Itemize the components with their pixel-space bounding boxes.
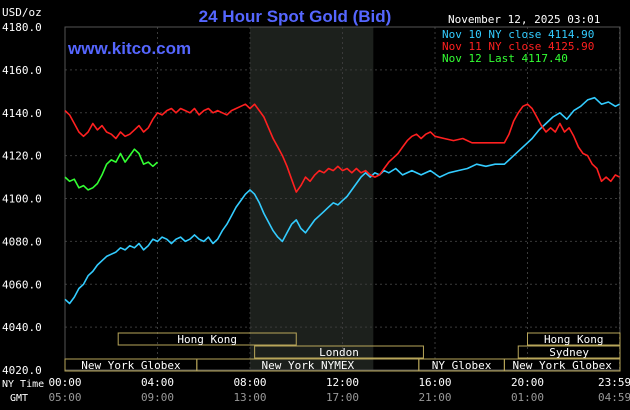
gmt-tick-label: 21:00	[418, 391, 451, 404]
y-unit-label: USD/oz	[2, 6, 42, 19]
y-tick-label: 4140.0	[2, 107, 42, 120]
session-label: London	[319, 346, 359, 359]
session-label: NY Globex	[432, 359, 492, 372]
session-label: Sydney	[549, 346, 589, 359]
y-tick-label: 4040.0	[2, 321, 42, 334]
session-box	[254, 345, 424, 359]
y-tick-label: 4060.0	[2, 278, 42, 291]
gmt-tick-label: 04:59	[598, 391, 630, 404]
session-box	[503, 358, 621, 372]
y-tick-label: 4120.0	[2, 150, 42, 163]
x-tick-label: 16:00	[418, 376, 451, 389]
y-tick-label: 4100.0	[2, 193, 42, 206]
session-label: New York NYMEX	[261, 359, 354, 372]
x-tick-label: 20:00	[511, 376, 544, 389]
session-box	[527, 332, 621, 346]
x-axis-name-gmt: GMT	[10, 393, 28, 404]
legend: Nov 10 NY close 4114.90 Nov 11 NY close …	[442, 28, 594, 65]
y-tick-label: 4180.0	[2, 21, 42, 34]
gmt-tick-label: 05:00	[48, 391, 81, 404]
session-box	[517, 345, 621, 359]
session-label: New York Globex	[513, 359, 613, 372]
legend-entry-nov12: Nov 12 Last 4117.40	[442, 52, 568, 65]
x-tick-label: 08:00	[233, 376, 266, 389]
gmt-tick-label: 13:00	[233, 391, 266, 404]
date-label: November 12, 2025 03:01	[448, 13, 600, 26]
session-label: New York Globex	[81, 359, 181, 372]
plot-frame	[64, 26, 621, 371]
grid-layer	[64, 26, 621, 371]
session-label: Hong Kong	[544, 333, 604, 346]
series-line-nov-11	[64, 103, 620, 193]
x-tick-label: 00:00	[48, 376, 81, 389]
gmt-tick-label: 01:00	[511, 391, 544, 404]
y-tick-label: 4160.0	[2, 64, 42, 77]
legend-entry-nov11: Nov 11 NY close 4125.90	[442, 40, 594, 53]
gmt-tick-label: 09:00	[141, 391, 174, 404]
x-tick-label: 23:59	[598, 376, 630, 389]
chart-title: 24 Hour Spot Gold (Bid)	[199, 7, 392, 26]
session-label: Hong Kong	[177, 333, 237, 346]
series-line-nov-12	[64, 148, 159, 191]
site-label: www.kitco.com	[67, 39, 191, 58]
gmt-tick-label: 17:00	[326, 391, 359, 404]
series-layer	[64, 96, 620, 305]
x-tick-label: 04:00	[141, 376, 174, 389]
session-box	[117, 332, 297, 346]
y-tick-label: 4080.0	[2, 235, 42, 248]
y-tick-label: 4020.0	[2, 364, 42, 377]
x-tick-label: 12:00	[326, 376, 359, 389]
legend-entry-nov10: Nov 10 NY close 4114.90	[442, 28, 594, 41]
x-axis-name-ny: NY Time	[2, 379, 44, 390]
series-line-nov-10	[64, 96, 620, 305]
axis-layer: 4180.0 4160.0 4140.0 4120.0 4100.0 4080.0 4060…	[2, 21, 630, 404]
